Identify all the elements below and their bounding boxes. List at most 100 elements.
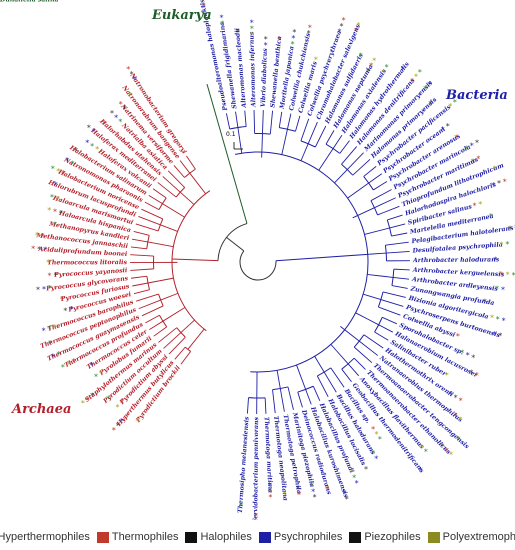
legend-swatch [185, 531, 198, 543]
branch [316, 375, 329, 398]
habitat-star: * [47, 271, 51, 280]
habitat-star: * [264, 41, 268, 50]
branch [246, 397, 249, 414]
habitat-star: * [345, 495, 349, 504]
habitat-star: * [282, 490, 286, 499]
habitat-star: * [385, 63, 389, 72]
habitat-star: * [202, 2, 206, 11]
habitat-star: * [420, 443, 424, 452]
branch [296, 364, 298, 368]
branch-arc [370, 200, 379, 216]
branch [152, 188, 167, 199]
branch [382, 291, 406, 298]
branch [369, 274, 394, 278]
habitat-star: * [277, 35, 281, 44]
branch [312, 386, 321, 402]
branch [278, 111, 283, 128]
domain-label-eukarya: Eukarya [152, 8, 212, 23]
habitat-star: * [51, 353, 55, 362]
branch [303, 143, 309, 155]
branch [132, 282, 149, 287]
habitat-star: * [56, 195, 60, 204]
branch [341, 368, 352, 383]
habitat-star: * [424, 447, 428, 456]
legend-item: Polyextremophiles [427, 531, 515, 543]
habitat-star: * [254, 518, 258, 520]
branch [353, 346, 373, 364]
branch [287, 386, 294, 410]
habitat-star: * [505, 240, 509, 249]
branch [130, 268, 154, 271]
branch [364, 232, 373, 235]
taxon-label: Alteromonas infernus [248, 31, 257, 108]
habitat-star: * [454, 412, 458, 421]
habitat-star: * [428, 100, 432, 109]
branch [162, 308, 184, 322]
habitat-star: * [0, 0, 2, 5]
habitat-star: * [250, 31, 254, 40]
habitat-star: * [128, 91, 132, 100]
habitat-star: * [497, 179, 501, 188]
habitat-star: * [489, 212, 493, 221]
habitat-star: * [102, 120, 106, 129]
habitat-star: * [314, 56, 318, 65]
habitat-star: * [37, 245, 41, 254]
habitat-star: * [356, 21, 360, 30]
habitat-stars: ****************************************… [0, 0, 515, 520]
habitat-star: * [454, 393, 458, 402]
habitat-star: * [459, 397, 463, 406]
habitat-star: * [501, 285, 505, 294]
habitat-star: * [350, 468, 354, 477]
branch [141, 305, 164, 317]
habitat-star: * [454, 134, 458, 143]
habitat-star: * [493, 164, 497, 173]
branch [334, 169, 348, 183]
habitat-star: * [460, 348, 464, 357]
habitat-star: * [457, 435, 461, 444]
branch [182, 215, 185, 218]
habitat-star: * [354, 27, 358, 36]
branch [187, 335, 200, 350]
habitat-star: * [95, 145, 99, 154]
legend-swatch [427, 531, 440, 543]
habitat-star: * [120, 399, 124, 408]
habitat-star: * [71, 159, 75, 168]
branch [179, 191, 194, 205]
habitat-star: * [200, 0, 204, 5]
habitat-star: * [456, 332, 460, 341]
habitat-star: * [236, 28, 240, 37]
habitat-star: * [62, 170, 66, 179]
taxon-label: Vibrio diabolicus [260, 48, 269, 108]
habitat-star: * [307, 29, 311, 38]
legend-label: Polyextremophiles [442, 531, 515, 543]
branch [387, 214, 403, 221]
branch [305, 389, 312, 405]
habitat-star: * [119, 100, 123, 109]
branch [264, 397, 267, 414]
habitat-star: * [268, 493, 272, 502]
habitat-star: * [291, 34, 295, 43]
habitat-star: * [339, 22, 343, 31]
branch-arc [391, 269, 395, 286]
branch [262, 110, 264, 134]
habitat-star: * [48, 339, 52, 348]
habitat-star: * [311, 487, 315, 496]
branch [276, 370, 281, 389]
habitat-star: * [115, 403, 119, 412]
branch [297, 391, 303, 408]
habitat-star: * [42, 285, 46, 294]
habitat-star: * [498, 332, 502, 341]
branch [300, 154, 304, 161]
habitat-star: * [448, 102, 452, 111]
legend-label: Halophiles [200, 531, 252, 543]
branch [370, 189, 392, 202]
habitat-star: * [69, 305, 73, 314]
branch [198, 328, 205, 336]
habitat-star: * [110, 109, 114, 118]
branch [160, 293, 178, 301]
branch [153, 326, 167, 337]
branch [347, 189, 360, 199]
branch [136, 293, 159, 302]
habitat-star: * [453, 98, 457, 107]
habitat-star: * [491, 181, 495, 190]
